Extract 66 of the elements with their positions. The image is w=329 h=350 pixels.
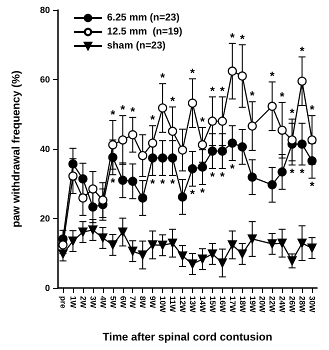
x-tick-label: 11W	[168, 296, 178, 312]
annotation: *	[250, 88, 255, 103]
x-tick-label: 30W	[308, 296, 317, 313]
annotation: *	[170, 176, 176, 190]
y-tick-label: 60	[40, 74, 50, 84]
x-tick-label: 8W	[138, 296, 148, 308]
legend-label: 6.25 mm (n=23)	[107, 12, 180, 24]
x-tick-label: 14W	[198, 296, 207, 313]
y-tick-label: 0	[44, 283, 50, 293]
x-tick-label: 10W	[158, 296, 168, 313]
annotation: *	[110, 108, 116, 122]
x-tick-label: 28W	[298, 296, 307, 313]
annotation: *	[110, 176, 116, 190]
x-tick-label: 26W	[288, 296, 297, 313]
annotation: *	[220, 84, 226, 98]
annotation: *	[200, 114, 206, 128]
x-tick-label: 4W	[98, 296, 108, 308]
legend-label: 12.5 mm (n=19)	[107, 26, 182, 38]
annotation: *	[210, 84, 216, 98]
x-tick-label: 18W	[238, 296, 247, 313]
x-tick-label: 17W	[228, 296, 237, 313]
x-tick-label: 13W	[188, 296, 197, 313]
x-tick-label: 9W	[148, 296, 158, 308]
annotation: *	[280, 89, 285, 104]
annotation: *	[150, 176, 156, 190]
annotation: *	[310, 179, 315, 194]
annotation: *	[230, 30, 235, 44]
annotation: *	[220, 169, 226, 184]
x-tick-label: 22W	[268, 296, 277, 313]
x-tick-label: 1W	[68, 296, 78, 308]
annotation: *	[160, 70, 166, 85]
x-tick-label: 19W	[248, 296, 257, 313]
x-tick-label: 6W	[118, 296, 128, 308]
x-tick-label: 15W	[208, 296, 217, 313]
annotation: *	[270, 68, 275, 83]
x-tick-label: 2W	[78, 296, 88, 308]
annotation: *	[290, 166, 295, 180]
legend-label: sham (n=23)	[107, 40, 166, 52]
x-tick-label: 3W	[88, 296, 98, 308]
y-tick-label: 20	[40, 214, 50, 224]
y-tick-label: 80	[40, 5, 50, 15]
annotation: *	[150, 112, 156, 127]
annotation: *	[170, 94, 176, 108]
annotation: *	[300, 166, 305, 180]
x-tick-label: 5W	[108, 296, 118, 308]
annotation: *	[200, 185, 206, 200]
x-tick-label: 12W	[178, 296, 188, 313]
y-axis-title: paw withdrawal frequency (%)	[10, 70, 22, 228]
x-tick-label: pre	[58, 296, 68, 309]
annotation: *	[190, 187, 196, 202]
annotation: *	[130, 104, 136, 118]
annotation: *	[290, 106, 295, 120]
x-tick-label: 7W	[128, 296, 138, 308]
x-tick-label: 20W	[258, 296, 267, 313]
x-tick-label: 24W	[278, 296, 287, 313]
annotation: *	[230, 161, 235, 176]
y-tick-label: 40	[40, 144, 50, 154]
annotation: *	[120, 102, 126, 117]
annotation: *	[210, 169, 216, 184]
annotation: *	[310, 102, 315, 117]
x-axis-title: Time after spinal cord contusion	[102, 332, 273, 344]
annotation: *	[240, 32, 245, 46]
annotation: *	[300, 44, 305, 58]
annotation: *	[160, 176, 166, 190]
annotation: *	[190, 66, 196, 80]
x-tick-label: 16W	[218, 296, 227, 313]
